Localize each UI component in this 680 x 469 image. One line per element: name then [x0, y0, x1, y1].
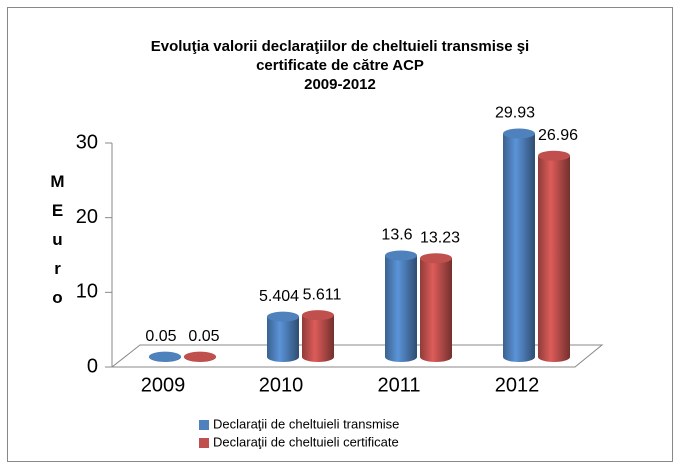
chart-title: 2009-2012	[304, 76, 376, 93]
y-tick-label: 0	[87, 355, 98, 377]
data-label: 13.6	[381, 227, 412, 244]
x-tick-label: 2010	[259, 374, 304, 396]
cylinder-top	[184, 351, 216, 362]
cylinder-top	[420, 253, 452, 264]
data-label: 0.05	[145, 328, 176, 345]
chart-title: Evoluţia valorii declaraţiilor de cheltu…	[151, 38, 529, 55]
x-tick-label: 2012	[495, 374, 540, 396]
legend-label: Declaraţii de cheltuieli certificate	[213, 434, 399, 449]
y-axis-label: MEuro	[48, 172, 67, 317]
legend-label: Declaraţii de cheltuieli transmise	[213, 416, 399, 431]
bar	[503, 133, 535, 357]
data-label: 13.23	[420, 229, 460, 246]
x-tick-label: 2011	[377, 374, 420, 396]
y-tick-label: 10	[76, 281, 98, 303]
cylinder-top	[149, 351, 181, 362]
data-label: 0.05	[188, 328, 219, 345]
legend-swatch	[199, 420, 209, 430]
y-tick-label: 20	[76, 206, 98, 228]
data-label: 26.96	[538, 127, 578, 144]
data-label: 29.93	[495, 105, 535, 122]
cylinder-top	[503, 128, 535, 139]
y-tick-label: 30	[76, 131, 98, 153]
floor	[110, 344, 604, 368]
cylinder-top	[538, 150, 570, 161]
bar	[420, 258, 452, 357]
bar	[385, 255, 417, 357]
data-label: 5.404	[259, 288, 299, 305]
bar	[302, 315, 334, 357]
data-label: 5.611	[303, 286, 342, 303]
chart-title: certificate de către ACP	[256, 57, 424, 74]
x-tick-label: 2009	[141, 374, 186, 396]
cylinder-top	[267, 311, 299, 322]
cylinder-top	[302, 310, 334, 321]
legend-swatch	[199, 438, 209, 448]
cylinder-top	[385, 250, 417, 261]
bar	[267, 316, 299, 357]
bar	[538, 155, 570, 357]
